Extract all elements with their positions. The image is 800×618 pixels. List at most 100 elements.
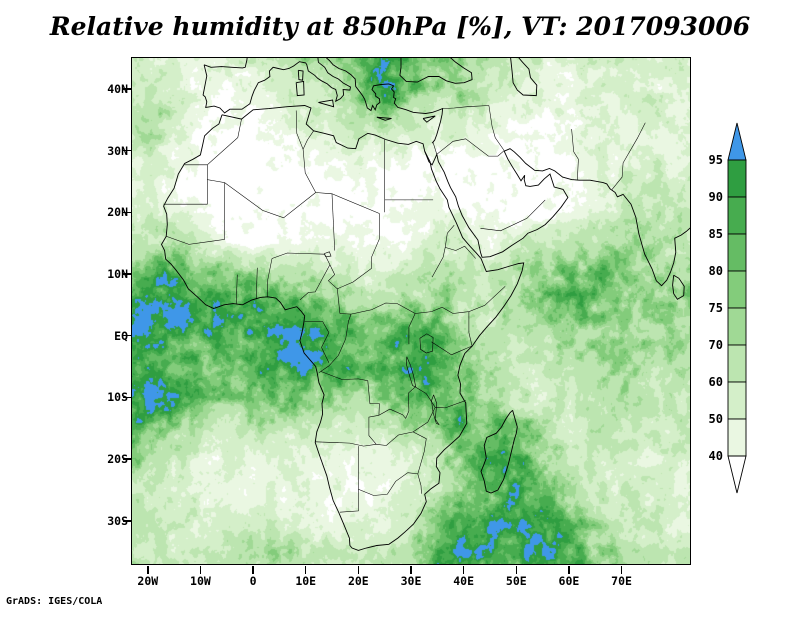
country-border-path [436,138,505,157]
country-border-path [427,407,436,423]
country-border-path [415,386,436,408]
colorbar-label: 40 [709,449,723,463]
country-border-path [163,164,208,205]
country-border-path [415,307,443,314]
y-axis-label: 20S [107,452,128,467]
y-axis-label: 30S [107,513,128,528]
colorbar-segment [727,344,747,383]
chart-title: Relative humidity at 850hPa [%], VT: 201… [49,12,751,41]
colorbar-segment-bottom [727,455,747,494]
country-border-path [408,313,416,345]
country-border-path [321,321,330,363]
x-axis-label: 10W [190,574,211,588]
x-axis-tick [357,565,360,574]
country-border-path [468,286,506,312]
country-border-path [302,130,314,150]
country-border-path [267,258,273,297]
colorbar-label: 50 [709,412,723,426]
coastline-path [295,80,305,97]
colorbar-label: 60 [709,375,723,389]
colorbar-label: 75 [709,301,723,315]
colorbar-segment [727,196,747,235]
x-axis-label: 0 [249,574,257,588]
country-border-path [271,252,325,259]
y-axis-tick [122,334,131,337]
country-border-path [207,119,242,166]
y-axis-tick [122,396,131,399]
colorbar-segment [727,307,747,346]
x-axis-label: 40E [453,574,475,588]
country-border-path [318,314,352,373]
country-border-path [295,110,316,193]
y-axis-label: 10S [107,390,128,405]
x-axis-tick [620,565,623,574]
y-axis-label: 30N [107,143,128,158]
x-axis-tick [515,565,518,574]
country-border-path [431,341,472,356]
country-border-path [315,441,377,447]
country-border-path [331,193,335,251]
x-axis-label: 50E [505,574,527,588]
coastline-path [376,116,392,121]
colorbar-segment [727,233,747,272]
country-border-path [444,225,455,248]
x-axis-label: 10E [295,574,317,588]
y-axis-label: 40N [107,81,128,96]
x-axis-tick [199,565,202,574]
colorbar-segment [727,418,747,457]
colorbar-segment [727,159,747,198]
country-border-path [368,415,379,445]
grads-credit: GrADS: IGES/COLA [6,596,103,607]
y-axis-tick [122,458,131,460]
lake-outline-path [431,394,440,426]
x-axis-tick [462,565,465,574]
country-border-path [488,105,505,151]
colorbar-label: 85 [709,227,723,241]
coastline-path [510,58,538,97]
country-border-path [480,199,546,232]
colorbar-label: 80 [709,264,723,278]
coastline-path [297,69,304,81]
y-axis-tick [122,273,131,275]
coastline-path [422,115,436,123]
country-border-path [441,307,469,314]
x-axis-label: 60E [558,574,580,588]
country-border-path [417,473,422,494]
country-border-path [235,274,238,305]
colorbar: 95 90 85 80 75 70 60 50 40 [709,122,747,494]
x-axis-tick [304,565,307,574]
y-axis-tick [122,88,131,90]
x-axis-label: 30E [400,574,422,588]
lake-outline-path [405,356,417,388]
country-border-path [432,142,438,155]
x-axis-label: 70E [611,574,632,588]
x-axis-tick [410,565,412,574]
country-border-path [315,192,380,214]
coastline-path [325,58,444,144]
country-border-path [468,311,473,347]
coastline-path [504,148,690,287]
country-border-path [166,179,225,245]
map-outlines [160,58,690,551]
colorbar-label: 70 [709,338,723,352]
y-axis-label: EQ [114,328,128,343]
x-axis-tick [252,565,254,574]
country-border-path [337,288,341,314]
x-axis-tick [147,565,149,574]
colorbar-segment-top [727,122,747,161]
colorbar-label: 90 [709,190,723,204]
country-border-path [358,472,418,496]
coastline-path [318,99,335,108]
coastline-path [399,58,473,84]
country-border-path [378,386,416,419]
country-border-path [412,431,427,474]
country-border-path [371,213,380,258]
country-border-path [320,371,380,416]
country-border-path [339,302,416,315]
y-axis-tick [122,211,131,214]
country-border-path [435,400,466,409]
country-border-path [327,257,372,290]
colorbar-segment [727,381,747,420]
lake-outline-path [323,251,332,258]
